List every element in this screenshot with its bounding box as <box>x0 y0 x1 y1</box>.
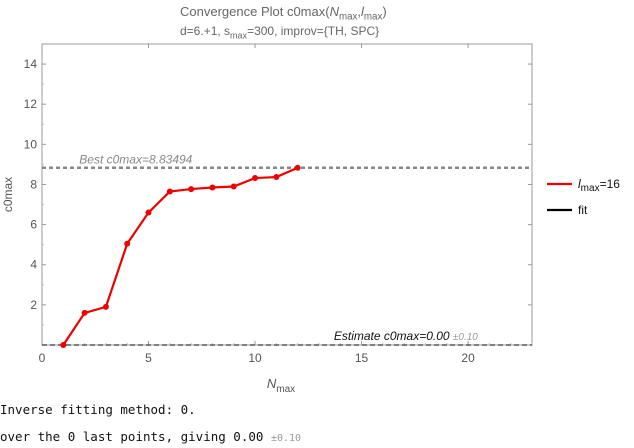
convergence-chart: 0 5 10 15 20 2 4 6 8 10 12 14 c0max Nmax Best c0max=8.… <box>1 43 620 395</box>
y-tick-label: 4 <box>30 258 37 272</box>
fit-result-text: over the 0 last points, giving 0.00 ±0.1… <box>0 429 301 444</box>
data-point <box>230 183 237 190</box>
data-point <box>252 175 259 182</box>
data-point <box>145 209 152 216</box>
title-l-sub: max <box>363 11 383 23</box>
subtitle-suffix: =300, improv={TH, SPC} <box>247 24 380 38</box>
data-point <box>60 342 67 348</box>
data-point <box>166 188 173 195</box>
title-suffix: ) <box>382 4 387 19</box>
data-point <box>188 186 195 193</box>
data-point <box>124 240 131 247</box>
legend-label-series: lmax=16 <box>578 177 620 194</box>
data-point <box>209 184 216 191</box>
title-n-sub: max <box>338 11 358 23</box>
fit-result-pm: ±0.10 <box>270 433 302 444</box>
y-tick-label: 8 <box>30 177 37 191</box>
y-tick-label: 6 <box>30 218 37 232</box>
data-point <box>273 174 280 181</box>
fit-method-text: Inverse fitting method: 0. <box>0 402 196 417</box>
y-tick-label: 12 <box>24 97 38 111</box>
series-line-0 <box>62 166 299 346</box>
x-tick-label: 15 <box>355 351 369 365</box>
chart-subtitle: d=6.+1, smax=300, improv={TH, SPC} <box>180 24 634 40</box>
x-tick-label: 20 <box>461 351 475 365</box>
subtitle-prefix: d=6.+1, s <box>180 24 231 38</box>
y-axis-label: c0max <box>1 177 15 212</box>
title-l: l <box>361 4 364 19</box>
x-axis-label: Nmax <box>267 376 295 395</box>
data-point <box>81 309 88 316</box>
legend-label-fit: fit <box>578 203 588 217</box>
estimate-line-label: Estimate c0max=0.00 ±0.10 <box>334 329 478 343</box>
plot-frame <box>41 43 533 346</box>
y-tick-label: 2 <box>30 298 37 312</box>
fit-result-prefix: over the 0 last points, giving 0.00 <box>0 429 271 444</box>
y-tick-label: 10 <box>24 137 38 151</box>
x-tick-label: 0 <box>39 351 46 365</box>
title-n: N <box>329 4 339 19</box>
chart-title: Convergence Plot c0max(Nmax,lmax) <box>180 4 634 23</box>
y-tick-label: 14 <box>24 57 38 71</box>
title-sep: , <box>357 4 362 19</box>
x-tick-label: 10 <box>248 351 262 365</box>
data-point <box>102 303 109 310</box>
best-line-label: Best c0max=8.83494 <box>79 153 192 167</box>
subtitle-sub: max <box>230 30 248 41</box>
x-tick-label: 5 <box>145 351 152 365</box>
data-point <box>294 164 301 171</box>
title-prefix: Convergence Plot c0max( <box>180 4 330 19</box>
